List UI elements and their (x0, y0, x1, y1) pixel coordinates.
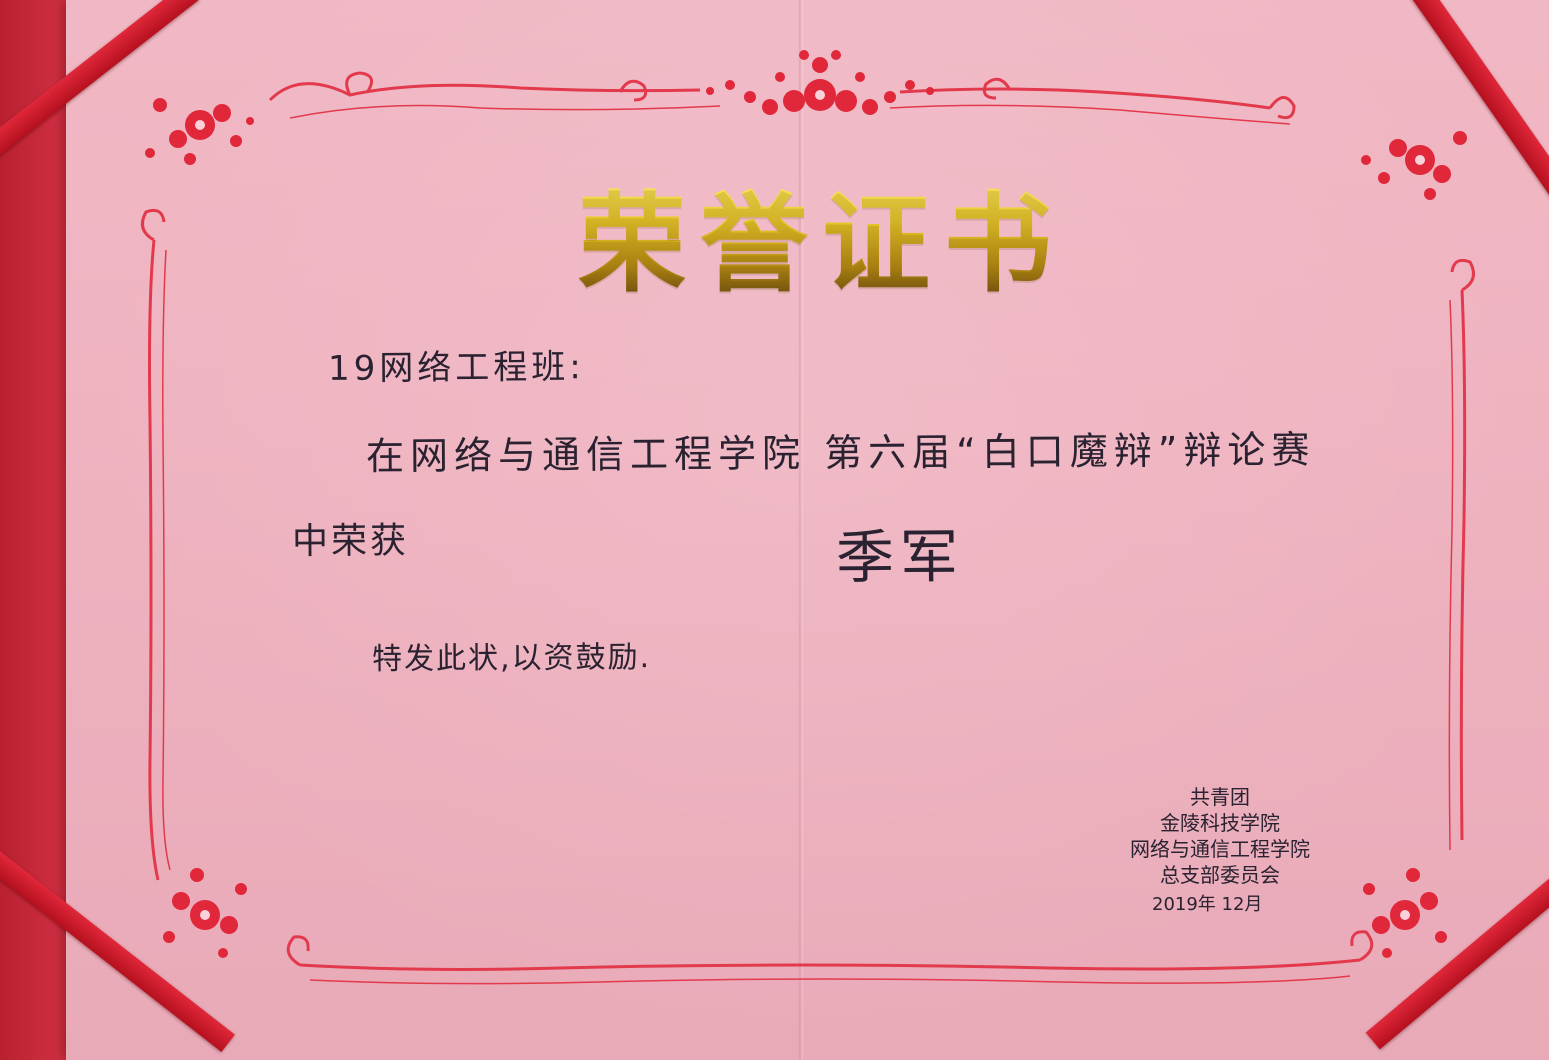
recipient-line: 19网络工程班: (327, 347, 585, 389)
issuer-line: 共青团 (1190, 785, 1250, 809)
issuer-line: 网络与通信工程学院 (1130, 837, 1310, 861)
issue-date: 2019年 12月 (1152, 894, 1263, 915)
closing-line: 特发此状,以资鼓励. (371, 640, 652, 677)
certificate-paper (66, 0, 1549, 1060)
event-line: 在网络与通信工程学院 第六届“白口魔辩”辩论赛 (365, 427, 1316, 479)
certificate-title: 荣誉证书 (512, 170, 1132, 307)
issuer-line: 金陵科技学院 (1160, 811, 1280, 835)
issuer-block: 共青团 金陵科技学院 网络与通信工程学院 总支部委员会 2019年 12月 (1120, 784, 1320, 918)
center-fold (798, 0, 804, 1060)
issuer-line: 总支部委员会 (1160, 863, 1280, 887)
award-title: 季军 (835, 522, 965, 592)
award-prefix: 中荣获 (291, 520, 410, 563)
